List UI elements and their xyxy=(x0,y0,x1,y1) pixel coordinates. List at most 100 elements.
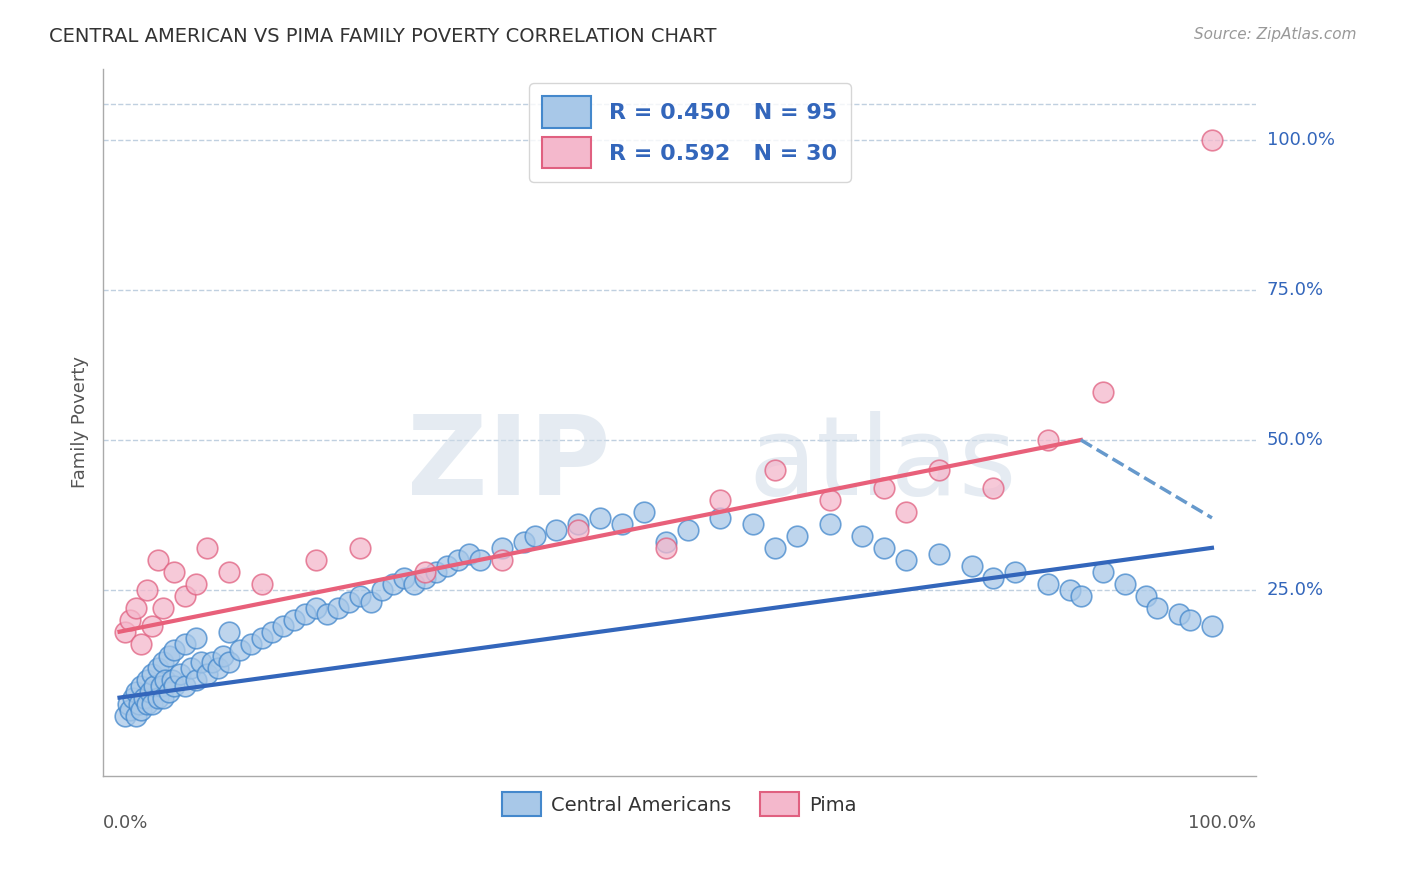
Text: 75.0%: 75.0% xyxy=(1267,281,1324,299)
Point xyxy=(709,492,731,507)
Point xyxy=(135,673,157,687)
Point xyxy=(589,511,612,525)
Point xyxy=(1059,582,1081,597)
Point xyxy=(163,679,186,693)
Point xyxy=(218,655,240,669)
Point xyxy=(152,690,174,705)
Text: CENTRAL AMERICAN VS PIMA FAMILY POVERTY CORRELATION CHART: CENTRAL AMERICAN VS PIMA FAMILY POVERTY … xyxy=(49,27,717,45)
Point xyxy=(763,541,786,555)
Point xyxy=(742,516,765,531)
Point xyxy=(180,661,202,675)
Point xyxy=(120,703,142,717)
Y-axis label: Family Poverty: Family Poverty xyxy=(72,356,89,488)
Point xyxy=(654,534,676,549)
Point xyxy=(404,576,426,591)
Point xyxy=(305,600,328,615)
Point xyxy=(135,697,157,711)
Point xyxy=(316,607,339,621)
Point xyxy=(131,637,153,651)
Point xyxy=(468,553,491,567)
Point xyxy=(633,505,655,519)
Point xyxy=(152,600,174,615)
Point xyxy=(894,505,917,519)
Point xyxy=(163,565,186,579)
Point xyxy=(983,481,1005,495)
Point xyxy=(654,541,676,555)
Point xyxy=(141,666,163,681)
Point xyxy=(174,637,197,651)
Text: atlas: atlas xyxy=(748,411,1017,518)
Point xyxy=(155,673,177,687)
Text: 25.0%: 25.0% xyxy=(1267,581,1324,599)
Point xyxy=(1036,576,1059,591)
Point xyxy=(381,576,404,591)
Point xyxy=(190,655,212,669)
Point xyxy=(983,571,1005,585)
Point xyxy=(928,463,950,477)
Point xyxy=(228,642,250,657)
Point xyxy=(239,637,262,651)
Point xyxy=(201,655,224,669)
Point xyxy=(195,666,218,681)
Point xyxy=(349,589,371,603)
Point xyxy=(157,648,180,663)
Point xyxy=(174,589,197,603)
Point xyxy=(960,558,983,573)
Point xyxy=(425,565,447,579)
Point xyxy=(157,684,180,698)
Point xyxy=(818,516,841,531)
Point xyxy=(447,553,470,567)
Point xyxy=(212,648,235,663)
Point xyxy=(146,553,169,567)
Point xyxy=(218,624,240,639)
Point xyxy=(1114,576,1136,591)
Point xyxy=(250,576,273,591)
Point xyxy=(169,666,191,681)
Point xyxy=(139,684,162,698)
Point xyxy=(125,600,148,615)
Text: 100.0%: 100.0% xyxy=(1188,814,1256,832)
Point xyxy=(512,534,534,549)
Point xyxy=(818,492,841,507)
Point xyxy=(436,558,458,573)
Point xyxy=(676,523,699,537)
Point xyxy=(131,703,153,717)
Text: ZIP: ZIP xyxy=(406,411,610,518)
Point xyxy=(184,576,207,591)
Point xyxy=(117,697,139,711)
Point xyxy=(546,523,568,537)
Point xyxy=(160,673,183,687)
Point xyxy=(114,708,136,723)
Point xyxy=(567,516,589,531)
Point xyxy=(146,661,169,675)
Point xyxy=(491,553,513,567)
Point xyxy=(250,631,273,645)
Legend: Central Americans, Pima: Central Americans, Pima xyxy=(492,782,866,826)
Point xyxy=(415,571,437,585)
Point xyxy=(143,679,166,693)
Point xyxy=(132,690,155,705)
Point xyxy=(141,618,163,632)
Point xyxy=(125,708,148,723)
Point xyxy=(218,565,240,579)
Point xyxy=(125,684,148,698)
Point xyxy=(610,516,633,531)
Point xyxy=(121,690,143,705)
Point xyxy=(262,624,284,639)
Point xyxy=(370,582,392,597)
Point xyxy=(894,553,917,567)
Point xyxy=(207,661,229,675)
Point xyxy=(184,673,207,687)
Point xyxy=(174,679,197,693)
Point xyxy=(326,600,349,615)
Point xyxy=(349,541,371,555)
Point xyxy=(163,642,186,657)
Point xyxy=(392,571,415,585)
Point xyxy=(152,655,174,669)
Point xyxy=(294,607,316,621)
Point xyxy=(283,613,305,627)
Point xyxy=(184,631,207,645)
Point xyxy=(360,595,382,609)
Point xyxy=(128,697,150,711)
Point xyxy=(1168,607,1191,621)
